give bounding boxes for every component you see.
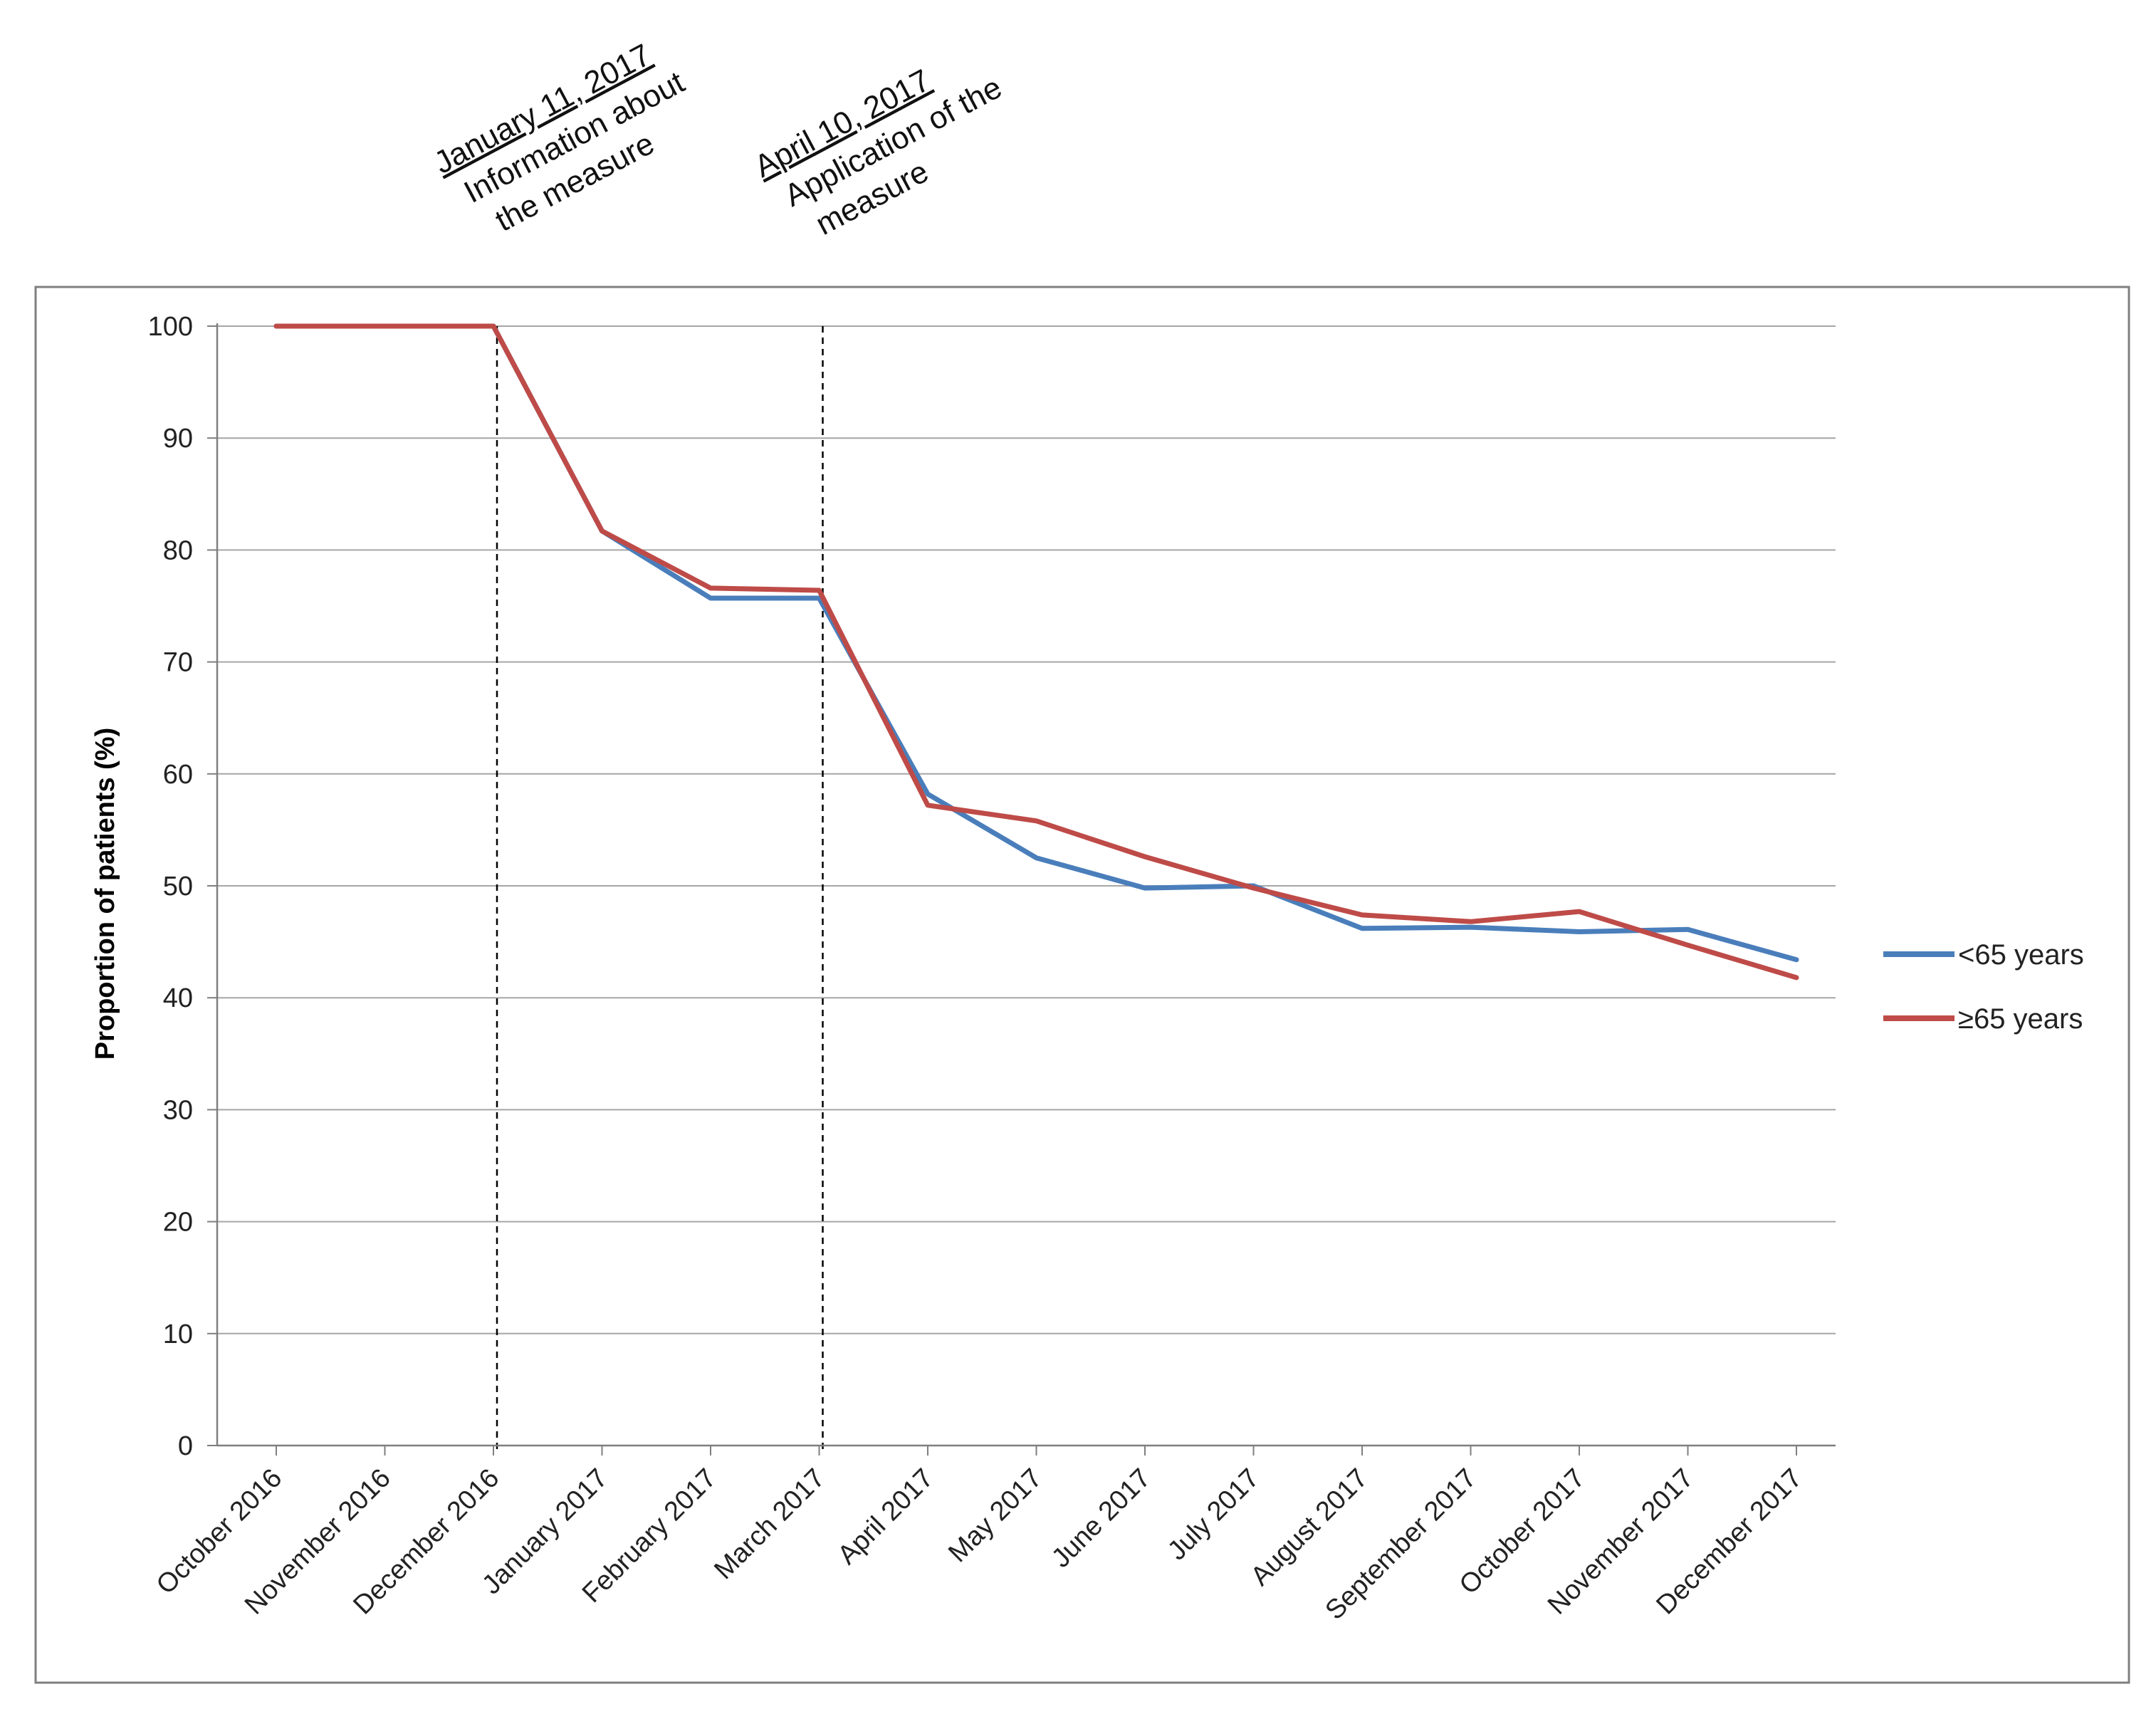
- y-tick-label: 70: [163, 648, 193, 678]
- y-tick-label: 60: [163, 760, 193, 790]
- gridlines: [207, 325, 1836, 1446]
- y-tick-label: 90: [163, 424, 193, 454]
- legend-label: <65 years: [1958, 939, 2084, 971]
- series-line: [273, 323, 1799, 981]
- legend-label: ≥65 years: [1958, 1003, 2083, 1035]
- y-tick-label: 30: [163, 1095, 193, 1125]
- y-tick-label: 40: [163, 983, 193, 1013]
- y-tick-label: 20: [163, 1208, 193, 1238]
- chart-frame: [34, 286, 2130, 1684]
- series-lines: [273, 323, 1799, 981]
- y-tick-label: 80: [163, 535, 193, 565]
- y-tick-label: 100: [148, 312, 193, 342]
- y-tick-labels: 0 10 20 30 40 50 60 70 80 90 100: [148, 312, 193, 1461]
- legend: <65 years ≥65 years: [1883, 939, 2084, 1035]
- y-tick-label: 50: [163, 872, 193, 901]
- y-axis-label: Proportion of patients (%): [90, 728, 120, 1060]
- y-tick-label: 10: [163, 1319, 193, 1349]
- axes: [216, 323, 1836, 1455]
- event-markers: [496, 326, 824, 1453]
- y-tick-label: 0: [178, 1431, 193, 1461]
